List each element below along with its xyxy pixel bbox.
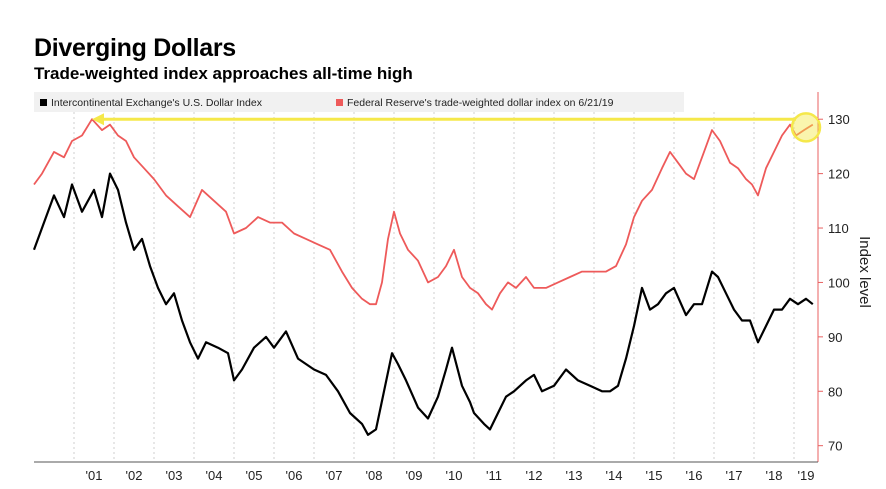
axes: [34, 92, 819, 463]
legend-box: [34, 92, 684, 112]
y-tick-label: 110: [828, 221, 849, 236]
x-tick-label: '10: [446, 468, 463, 483]
annotation: [92, 112, 822, 143]
x-tick-label: '15: [646, 468, 663, 483]
y-tick-label: 130: [828, 112, 850, 127]
x-tick-label: '13: [566, 468, 583, 483]
series-lines: [32, 118, 814, 436]
annotation-highlight-circle: [790, 112, 822, 143]
y-tick-label: 120: [828, 167, 850, 182]
x-axis-tick-labels: '01 '02 '03 '04 '05 '06 '07 '08 '09 '10 '11 '12 '13 '…: [86, 468, 815, 483]
x-tick-label: '09: [406, 468, 423, 483]
x-tick-label: '19: [798, 468, 815, 483]
x-tick-label: '11: [486, 468, 502, 483]
y-axis-label: Index level: [856, 236, 873, 308]
x-tick-label: '17: [726, 468, 743, 483]
series-line-dollar-index: [32, 172, 814, 436]
y-tick-label: 90: [828, 330, 842, 345]
legend-swatch-fed-index: [336, 99, 343, 106]
chart-title: Diverging Dollars: [34, 34, 236, 62]
y-axis-tick-labels: 70 80 90 100 110 120 130: [818, 112, 850, 454]
gridlines: [73, 112, 795, 462]
x-tick-label: '02: [126, 468, 143, 483]
legend: Intercontinental Exchange's U.S. Dollar …: [34, 92, 684, 112]
x-tick-label: '14: [606, 468, 623, 483]
legend-swatch-dollar-index: [40, 99, 47, 106]
series-line-fed-index: [33, 118, 814, 311]
y-tick-label: 100: [828, 275, 850, 290]
legend-label-fed-index: Federal Reserve's trade-weighted dollar …: [347, 97, 614, 109]
annotation-arrowhead: [92, 113, 104, 126]
y-tick-label: 70: [828, 439, 842, 454]
x-tick-label: '04: [206, 468, 223, 483]
x-tick-label: '12: [526, 468, 543, 483]
chart-subtitle: Trade-weighted index approaches all-time…: [34, 64, 413, 83]
x-tick-label: '06: [286, 468, 303, 483]
x-tick-label: '05: [246, 468, 263, 483]
x-tick-label: '03: [166, 468, 183, 483]
legend-label-dollar-index: Intercontinental Exchange's U.S. Dollar …: [51, 97, 263, 109]
x-tick-label: '08: [366, 468, 383, 483]
x-tick-label: '07: [326, 468, 343, 483]
x-tick-label: '16: [686, 468, 703, 483]
x-tick-label: '01: [86, 468, 103, 483]
x-tick-label: '18: [766, 468, 783, 483]
y-tick-label: 80: [828, 384, 842, 399]
